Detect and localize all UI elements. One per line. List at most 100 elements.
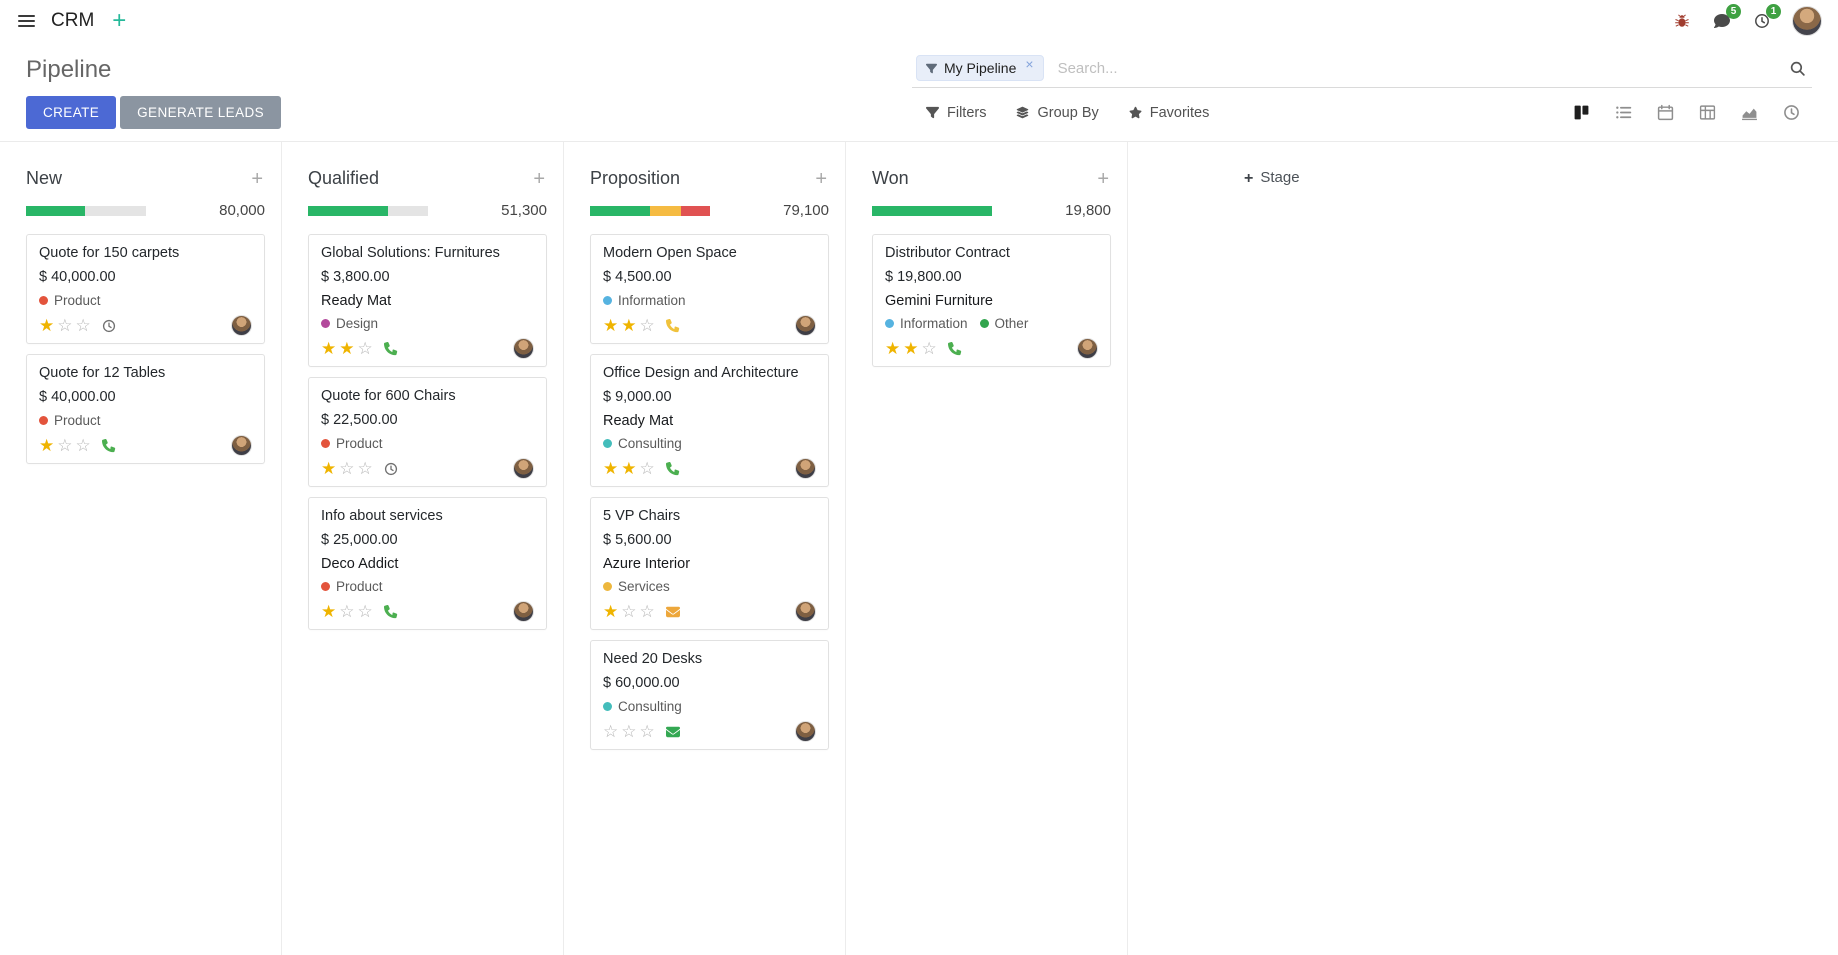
- star-icon[interactable]: ☆: [75, 316, 91, 335]
- column-progressbar[interactable]: [590, 205, 710, 216]
- kanban-card[interactable]: Quote for 600 Chairs $ 22,500.00 Product ★ ☆…: [308, 377, 547, 487]
- column-add-icon[interactable]: +: [815, 167, 827, 190]
- kanban-card[interactable]: Modern Open Space $ 4,500.00 Information ★ ★…: [590, 234, 829, 344]
- generate-leads-button[interactable]: GENERATE LEADS: [120, 96, 282, 129]
- search-facet[interactable]: My Pipeline ×: [916, 55, 1044, 81]
- card-avatar[interactable]: [795, 601, 816, 622]
- progress-segment[interactable]: [308, 205, 389, 216]
- column-title[interactable]: Won: [872, 168, 909, 188]
- card-avatar[interactable]: [795, 458, 816, 479]
- kanban-card[interactable]: 5 VP Chairs $ 5,600.00 Azure Interior Servi…: [590, 497, 829, 630]
- kanban-card[interactable]: Global Solutions: Furnitures $ 3,800.00 Re…: [308, 234, 547, 367]
- add-menu-icon[interactable]: +: [108, 9, 130, 33]
- column-title[interactable]: New: [26, 168, 63, 188]
- card-avatar[interactable]: [231, 435, 252, 456]
- star-icon[interactable]: ☆: [621, 722, 637, 741]
- star-icon[interactable]: ★: [903, 339, 919, 358]
- column-progressbar[interactable]: [872, 205, 992, 216]
- view-switch-calendar-icon[interactable]: [1644, 98, 1686, 128]
- star-icon[interactable]: ☆: [621, 602, 637, 621]
- star-icon[interactable]: ☆: [639, 459, 655, 478]
- kanban-card[interactable]: Distributor Contract $ 19,800.00 Gemini Fu…: [872, 234, 1111, 367]
- priority-stars[interactable]: ★ ☆ ☆: [39, 317, 91, 334]
- phone-icon[interactable]: [383, 341, 398, 356]
- search-bar[interactable]: My Pipeline ×: [912, 52, 1812, 88]
- priority-stars[interactable]: ★ ☆ ☆: [321, 460, 373, 477]
- column-progressbar[interactable]: [308, 205, 428, 216]
- star-icon[interactable]: ★: [39, 316, 55, 335]
- star-icon[interactable]: ☆: [357, 459, 373, 478]
- card-avatar[interactable]: [231, 315, 252, 336]
- favorites-menu-button[interactable]: Favorites: [1129, 101, 1209, 125]
- star-icon[interactable]: ★: [321, 602, 337, 621]
- view-switch-kanban-icon[interactable]: [1560, 98, 1602, 128]
- kanban-card[interactable]: Need 20 Desks $ 60,000.00 Consulting ☆ ☆ ☆: [590, 640, 829, 750]
- kanban-card[interactable]: Quote for 150 carpets $ 40,000.00 Product ★…: [26, 234, 265, 344]
- card-avatar[interactable]: [513, 458, 534, 479]
- column-add-icon[interactable]: +: [251, 167, 263, 190]
- priority-stars[interactable]: ★ ☆ ☆: [603, 603, 655, 620]
- kanban-card[interactable]: Quote for 12 Tables $ 40,000.00 Product ★ ☆ ☆: [26, 354, 265, 464]
- star-icon[interactable]: ★: [39, 436, 55, 455]
- star-icon[interactable]: ★: [339, 339, 355, 358]
- star-icon[interactable]: ☆: [57, 316, 73, 335]
- envelope-icon[interactable]: [665, 725, 680, 739]
- phone-icon[interactable]: [665, 461, 680, 476]
- star-icon[interactable]: ★: [603, 459, 619, 478]
- priority-stars[interactable]: ★ ★ ☆: [603, 460, 655, 477]
- menu-toggle-icon[interactable]: [16, 11, 37, 31]
- star-icon[interactable]: ★: [603, 316, 619, 335]
- view-switch-graph-icon[interactable]: [1728, 98, 1770, 128]
- groupby-menu-button[interactable]: Group By: [1016, 101, 1099, 125]
- priority-stars[interactable]: ☆ ☆ ☆: [603, 723, 655, 740]
- star-icon[interactable]: ★: [321, 459, 337, 478]
- add-stage-button[interactable]: + Stage: [1244, 142, 1300, 955]
- filters-menu-button[interactable]: Filters: [926, 101, 986, 125]
- star-icon[interactable]: ☆: [921, 339, 937, 358]
- star-icon[interactable]: ★: [621, 316, 637, 335]
- star-icon[interactable]: ☆: [357, 339, 373, 358]
- create-button[interactable]: CREATE: [26, 96, 117, 129]
- activities-clock-icon[interactable]: 1: [1752, 4, 1781, 31]
- star-icon[interactable]: ☆: [339, 459, 355, 478]
- card-avatar[interactable]: [1077, 338, 1098, 359]
- star-icon[interactable]: ☆: [639, 602, 655, 621]
- column-title[interactable]: Proposition: [590, 168, 681, 188]
- priority-stars[interactable]: ★ ★ ☆: [885, 340, 937, 357]
- star-icon[interactable]: ☆: [339, 602, 355, 621]
- priority-stars[interactable]: ★ ☆ ☆: [321, 603, 373, 620]
- priority-stars[interactable]: ★ ★ ☆: [603, 317, 655, 334]
- app-name[interactable]: CRM: [51, 10, 95, 31]
- star-icon[interactable]: ☆: [357, 602, 373, 621]
- search-input[interactable]: [1051, 55, 1779, 81]
- progress-segment[interactable]: [650, 205, 682, 216]
- clock-icon[interactable]: [102, 319, 116, 333]
- view-switch-pivot-icon[interactable]: [1686, 98, 1728, 128]
- priority-stars[interactable]: ★ ★ ☆: [321, 340, 373, 357]
- star-icon[interactable]: ★: [885, 339, 901, 358]
- envelope-icon[interactable]: [665, 605, 680, 619]
- star-icon[interactable]: ☆: [75, 436, 91, 455]
- progress-segment[interactable]: [872, 205, 992, 216]
- card-avatar[interactable]: [795, 315, 816, 336]
- progress-segment[interactable]: [26, 205, 85, 216]
- card-avatar[interactable]: [513, 338, 534, 359]
- star-icon[interactable]: ☆: [57, 436, 73, 455]
- phone-icon[interactable]: [947, 341, 962, 356]
- phone-icon[interactable]: [101, 438, 116, 453]
- card-avatar[interactable]: [513, 601, 534, 622]
- view-switch-list-icon[interactable]: [1602, 98, 1644, 128]
- user-avatar[interactable]: [1792, 6, 1822, 36]
- column-progressbar[interactable]: [26, 205, 146, 216]
- kanban-card[interactable]: Office Design and Architecture $ 9,000.00…: [590, 354, 829, 487]
- star-icon[interactable]: ☆: [639, 722, 655, 741]
- search-icon[interactable]: [1787, 58, 1808, 79]
- priority-stars[interactable]: ★ ☆ ☆: [39, 437, 91, 454]
- progress-segment[interactable]: [590, 205, 650, 216]
- card-avatar[interactable]: [795, 721, 816, 742]
- messages-icon[interactable]: 5: [1712, 4, 1741, 31]
- star-icon[interactable]: ★: [603, 602, 619, 621]
- column-title[interactable]: Qualified: [308, 168, 380, 188]
- column-add-icon[interactable]: +: [1097, 167, 1109, 190]
- star-icon[interactable]: ★: [621, 459, 637, 478]
